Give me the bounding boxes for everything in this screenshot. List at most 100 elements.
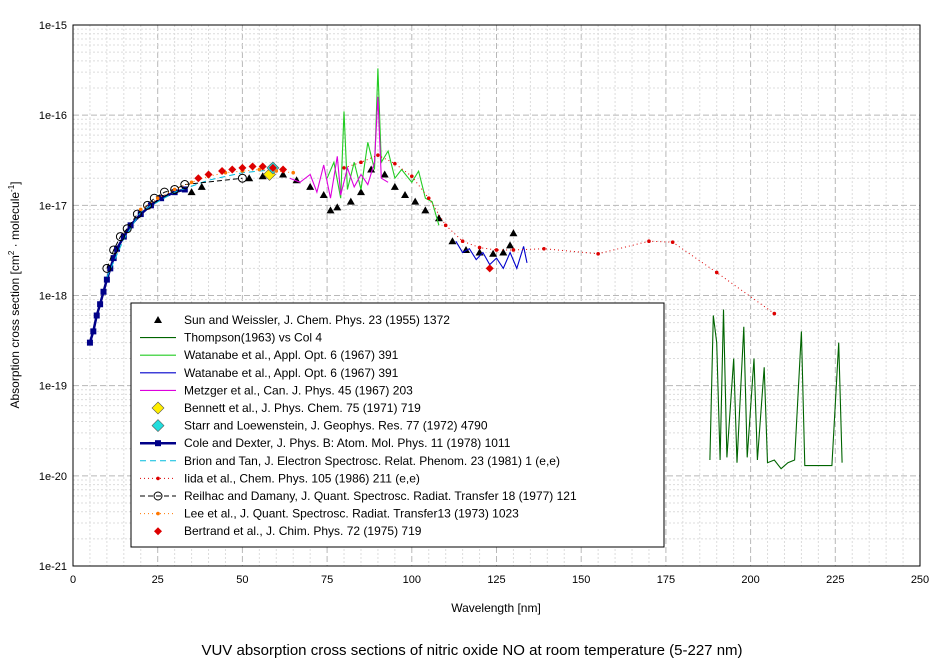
data-point (443, 223, 448, 228)
data-point (197, 182, 206, 190)
data-point (268, 163, 277, 172)
data-point (647, 239, 651, 244)
legend-entry: Thompson(1963) vs Col 4 (140, 331, 322, 345)
legend-marker (153, 491, 163, 501)
data-point (93, 312, 100, 319)
data-point (279, 165, 288, 174)
legend-label: Lee et al., J. Quant. Spectrosc. Radiat.… (184, 507, 519, 521)
y-tick-label: 1e-20 (39, 471, 67, 483)
plot-frame (72, 24, 921, 567)
data-point (115, 232, 125, 242)
data-point (155, 196, 160, 200)
legend-entry: Brion and Tan, J. Electron Spectrosc. Re… (140, 454, 560, 468)
data-point (122, 224, 132, 234)
data-point (346, 197, 355, 205)
data-point (181, 186, 188, 193)
legend-marker (151, 401, 165, 415)
data-point (138, 207, 143, 212)
data-point (194, 174, 203, 183)
x-tick-label: 0 (70, 574, 76, 586)
tick-labels: 0 25 50 75 100 125 150 175 200 225 250 1e-21 1e-20 1e… (39, 20, 929, 586)
data-point (86, 339, 93, 346)
legend-marker (155, 440, 161, 447)
data-point (137, 211, 144, 218)
data-point (356, 188, 365, 196)
legend-entry: Starr and Loewenstein, J. Geophys. Res. … (151, 419, 488, 433)
data-point (511, 248, 516, 252)
legend-marker (156, 511, 160, 516)
data-point (333, 203, 342, 211)
data-point (489, 249, 498, 257)
data-point (367, 165, 376, 173)
data-point (248, 162, 257, 171)
y-tick-label: 1e-21 (39, 561, 67, 573)
data-point (306, 182, 315, 190)
data-point (107, 265, 114, 272)
data-point (172, 187, 177, 192)
y-tick-label: 1e-17 (39, 200, 67, 212)
data-point (228, 165, 237, 174)
legend-label: Watanabe et al., Appl. Opt. 6 (1967) 391 (184, 366, 399, 380)
y-axis-title: Absorption cross section [cm2 · molecule… (7, 181, 22, 408)
data-point (258, 172, 267, 180)
data-point (509, 229, 518, 237)
data-point (109, 245, 119, 255)
data-point (187, 188, 196, 196)
series-9 (342, 153, 777, 316)
data-point (257, 167, 262, 172)
data-point (110, 255, 117, 262)
series-line (140, 168, 294, 210)
data-point (237, 173, 247, 183)
series-12 (194, 162, 494, 273)
legend-entry: Metzger et al., Can. J. Phys. 45 (1967) … (140, 383, 413, 397)
data-point (274, 169, 279, 173)
legend-label: Bertrand et al., J. Chim. Phys. 72 (1975… (184, 524, 422, 538)
series-line (289, 96, 389, 199)
data-point (359, 160, 363, 165)
legend-entry: Watanabe et al., Appl. Opt. 6 (1967) 391 (140, 366, 399, 380)
data-point (410, 174, 414, 179)
legend-label: Brion and Tan, J. Electron Spectrosc. Re… (184, 454, 560, 468)
series-2 (326, 68, 440, 226)
legend-entry: Reilhac and Damany, J. Quant. Spectrosc.… (140, 489, 577, 503)
data-point (132, 209, 142, 219)
data-point (189, 180, 194, 185)
legend-entry: Lee et al., J. Quant. Spectrosc. Radiat.… (140, 507, 519, 521)
data-point (411, 197, 420, 205)
data-point (506, 241, 515, 249)
legend-marker (154, 527, 162, 536)
data-point (772, 311, 777, 316)
x-tick-label: 200 (741, 574, 759, 586)
legend-box (130, 302, 665, 548)
y-tick-label: 1e-18 (39, 291, 67, 303)
y-tick-label: 1e-15 (39, 20, 67, 32)
x-tick-label: 50 (236, 574, 248, 586)
legend-label: Starr and Loewenstein, J. Geophys. Res. … (184, 419, 488, 433)
data-point (204, 170, 213, 179)
legend-label: Reilhac and Damany, J. Quant. Spectrosc.… (184, 489, 577, 503)
y-tick-label: 1e-16 (39, 110, 67, 122)
data-point (326, 206, 335, 214)
data-point (714, 270, 719, 275)
data-point (499, 248, 508, 256)
legend-label: Watanabe et al., Appl. Opt. 6 (1967) 391 (184, 348, 399, 362)
legend-label: Cole and Dexter, J. Phys. B: Atom. Mol. … (184, 436, 511, 450)
data-point (102, 263, 112, 273)
data-point (258, 162, 267, 171)
legend-entry: Bertrand et al., J. Chim. Phys. 72 (1975… (154, 524, 422, 538)
legend-marker (154, 316, 162, 323)
legend-entry: Cole and Dexter, J. Phys. B: Atom. Mol. … (140, 436, 511, 450)
data-point (421, 206, 430, 214)
data-point (158, 195, 165, 202)
series-3 (455, 240, 528, 271)
data-point (494, 248, 499, 252)
data-point (238, 163, 247, 172)
data-point (670, 240, 675, 245)
x-axis-title: Wavelength [nm] (451, 601, 541, 615)
data-point (426, 196, 431, 200)
legend-label: Iida et al., Chem. Phys. 105 (1986) 211 … (184, 471, 420, 485)
data-point (143, 200, 153, 210)
legend-label: Sun and Weissler, J. Chem. Phys. 23 (195… (184, 313, 450, 327)
series-line (326, 68, 440, 226)
